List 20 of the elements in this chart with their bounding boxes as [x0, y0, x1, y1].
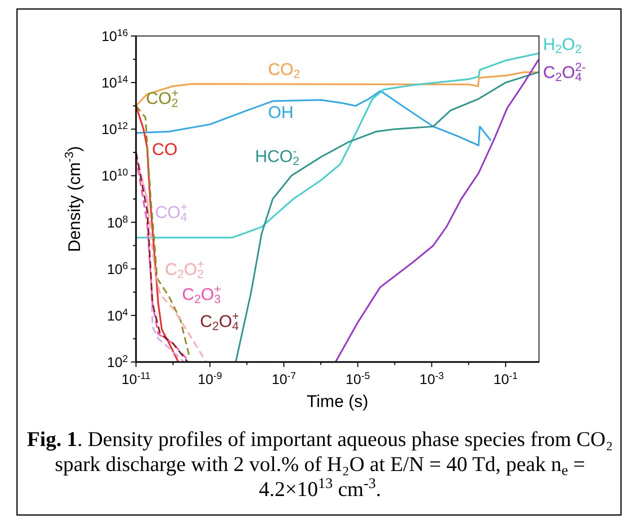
- y-tick-label: 10$^{14}$: [102, 74, 129, 91]
- y-tick-label: 10$^{12}$: [102, 120, 128, 138]
- x-tick-label: 10$^{-3}$: [420, 370, 444, 387]
- series-label: CO$_{2}$: [268, 60, 300, 81]
- y-tick-label: 10$^{16}$: [102, 28, 129, 44]
- series-label: CO: [152, 140, 178, 159]
- y-tick-label: 10$^{8}$: [106, 214, 129, 230]
- x-axis-title: Time (s): [306, 392, 368, 411]
- series-label: H$_{2}$O$_{2}$: [543, 35, 582, 56]
- x-tick-label: 10$^{-1}$: [493, 370, 518, 387]
- text: Fig. 1. Density profiles of important aqueous phase species from CO₂ spark discharge with 2 vol.% of H₂O at E/N = 40 Td, peak n$_{e}$ = 4.2×10$^{13}$ cm$^{-3}$.: [27, 427, 613, 501]
- series-label: OH: [268, 103, 294, 122]
- x-tick-label: 10$^{-7}$: [272, 370, 296, 387]
- x-tick-label: 10$^{-9}$: [198, 370, 222, 387]
- y-tick-label: 10$^{10}$: [102, 167, 129, 184]
- x-tick-label: 10$^{-5}$: [346, 370, 370, 387]
- x-tick-label: 10$^{-11}$: [121, 370, 151, 387]
- y-tick-label: 10$^{2}$: [106, 354, 128, 370]
- y-tick-label: 10$^{4}$: [106, 306, 129, 324]
- y-tick-label: 10$^{6}$: [106, 260, 129, 277]
